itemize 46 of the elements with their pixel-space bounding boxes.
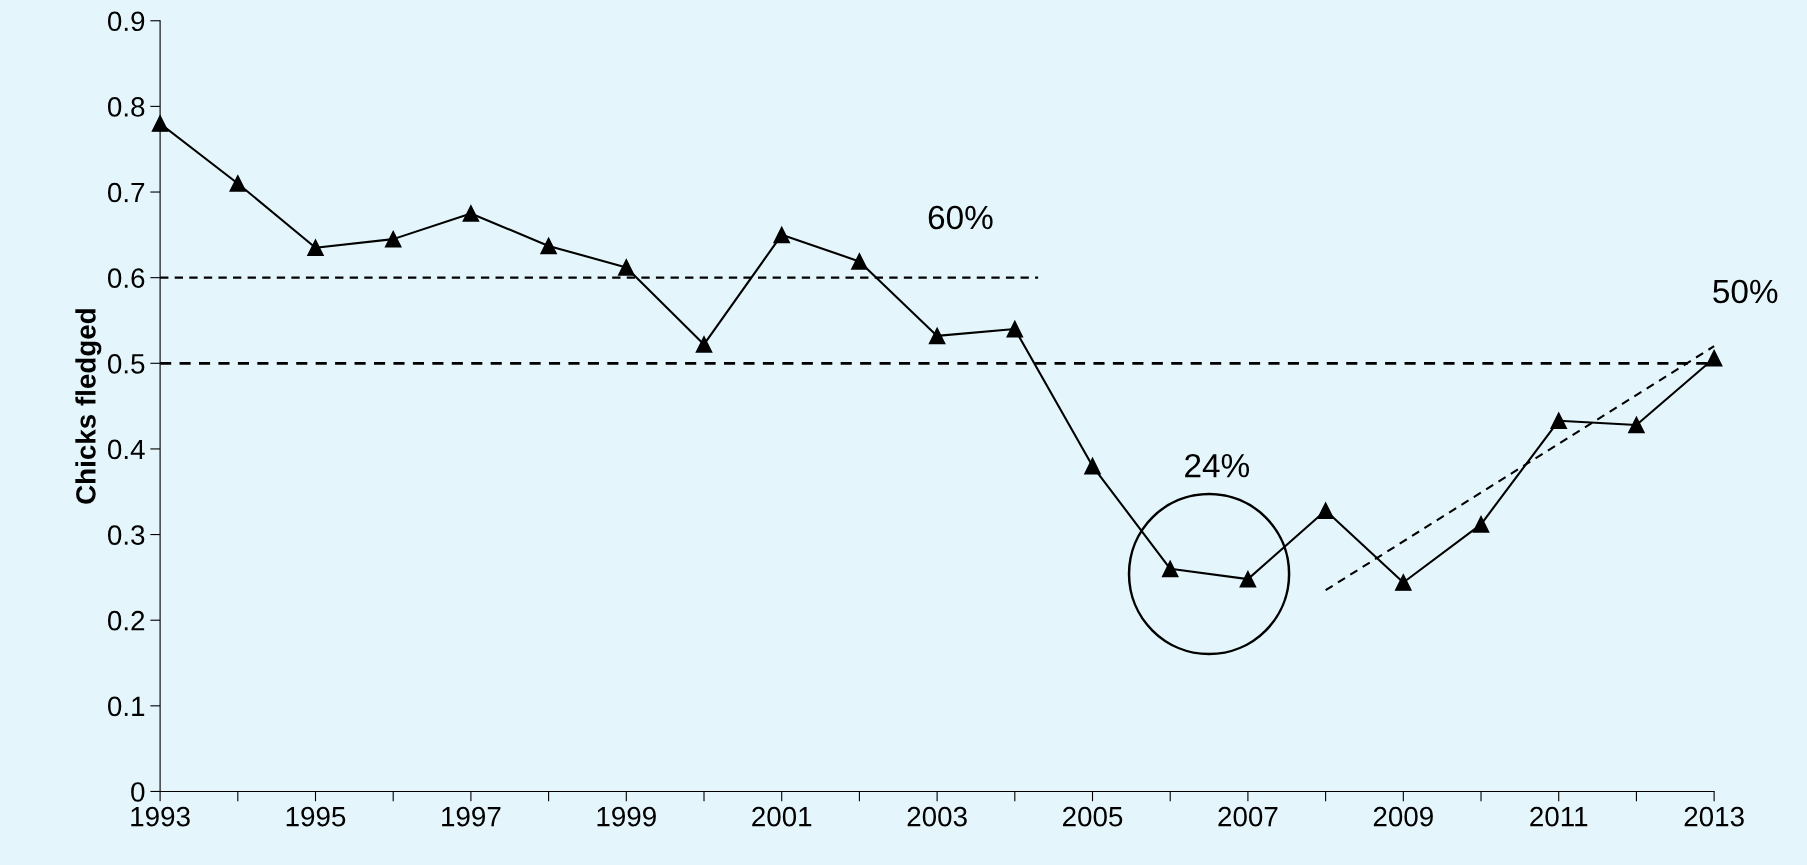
annotation: 60% xyxy=(928,205,993,230)
x-tick-label: 2013 xyxy=(1684,806,1744,827)
point xyxy=(384,230,402,248)
point xyxy=(617,259,635,276)
x-tick-label: 2005 xyxy=(1063,806,1123,827)
point xyxy=(1084,457,1101,475)
x-tick-label: 1993 xyxy=(131,806,190,827)
x-tick-label: 1995 xyxy=(286,806,346,827)
point xyxy=(1239,570,1257,588)
point xyxy=(773,226,791,244)
y-tick-label: 0.8 xyxy=(107,97,145,117)
x-tick-label: 1999 xyxy=(597,806,656,827)
point xyxy=(928,327,946,345)
point xyxy=(1472,515,1490,533)
point xyxy=(307,239,324,257)
point xyxy=(1006,320,1024,338)
y-tick-label: 0.5 xyxy=(107,353,145,374)
annotation: 50% xyxy=(1713,279,1778,304)
y-axis-title: Chicks fledged xyxy=(75,309,102,504)
point xyxy=(540,237,557,255)
x-tick-label: 1997 xyxy=(442,806,501,827)
y-tick-label: 0.9 xyxy=(107,11,145,32)
point xyxy=(1550,412,1568,430)
point xyxy=(229,175,247,192)
point xyxy=(462,205,480,222)
point xyxy=(851,253,868,270)
point xyxy=(1705,349,1723,367)
y-tick-label: 0.4 xyxy=(107,439,145,460)
y-tick-label: 0.1 xyxy=(107,696,145,717)
y-tick-label: 0.7 xyxy=(107,182,145,203)
y-tick-label: 0.6 xyxy=(107,268,145,288)
x-tick-label: 2011 xyxy=(1530,806,1588,827)
point xyxy=(1628,416,1645,434)
y-tick-label: 0.2 xyxy=(107,610,145,631)
point xyxy=(1161,560,1179,578)
point xyxy=(1394,574,1412,591)
point xyxy=(695,336,713,353)
y-tick-label: 0 xyxy=(131,782,145,802)
x-tick-label: 2003 xyxy=(907,806,967,827)
x-tick-label: 2009 xyxy=(1373,806,1433,827)
point xyxy=(1317,502,1334,519)
x-tick-label: 2007 xyxy=(1218,806,1278,827)
annotation: 24% xyxy=(1185,453,1250,478)
y-tick-label: 0.3 xyxy=(107,525,145,545)
x-tick-label: 2001 xyxy=(752,806,812,827)
point xyxy=(151,115,169,132)
